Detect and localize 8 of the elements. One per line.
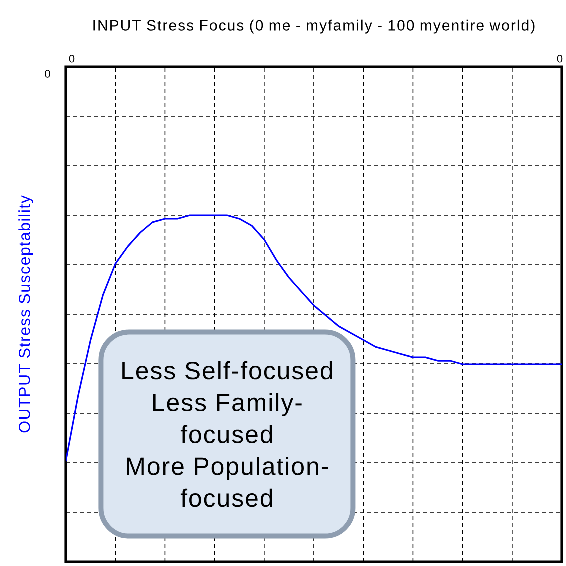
y-axis-title: OUTPUT Stress Susceptability [18, 196, 34, 433]
annotation: Less Family-focused [153, 393, 302, 444]
text: 0 [45, 70, 50, 78]
annotation: More Population-focused [127, 457, 328, 508]
chart-title: INPUT Stress Focus (0 me - myfamily - 100 myentire world) [94, 20, 535, 34]
text: 0 [557, 55, 563, 63]
annotation: Less Self-focused [122, 361, 332, 380]
text: 0 [69, 55, 75, 63]
